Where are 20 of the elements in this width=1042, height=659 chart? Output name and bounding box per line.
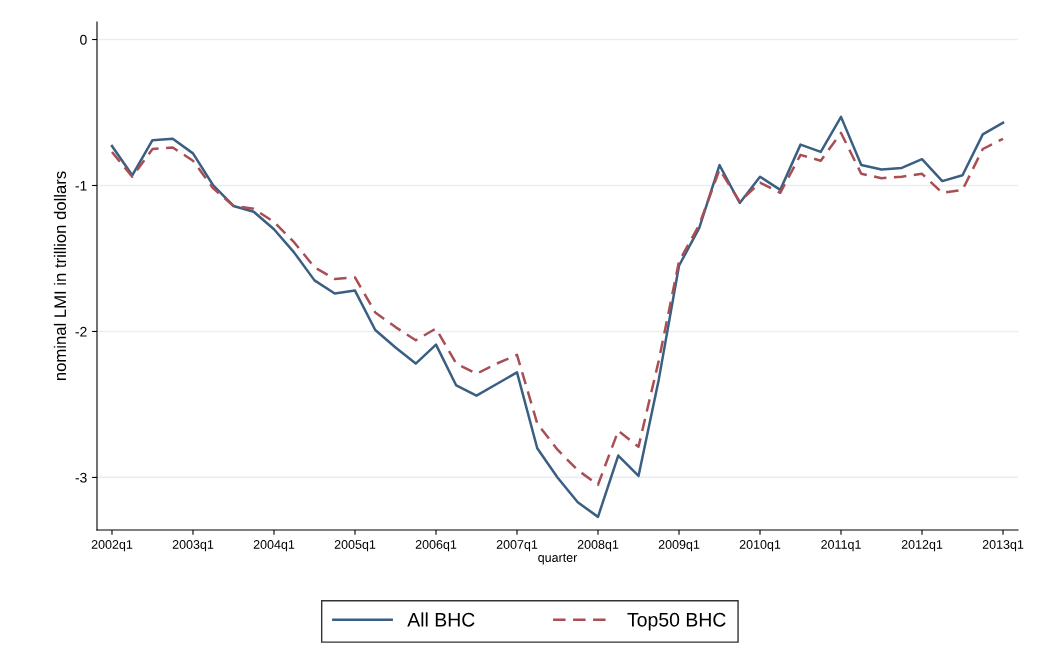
x-tick-label: 2010q1 (739, 540, 781, 552)
x-tick-label: 2008q1 (577, 540, 619, 552)
x-tick-label: 2004q1 (253, 540, 295, 552)
x-tick-label: 2011q1 (821, 540, 861, 552)
x-tick-label: 2013q1 (982, 540, 1024, 552)
y-axis-title: nominal LMI in trillion dollars (53, 171, 67, 381)
y-tick-label: -1 (75, 180, 87, 191)
y-tick-label: 0 (80, 34, 87, 45)
y-tick-label: -3 (75, 472, 87, 483)
x-tick-label: 2012q1 (901, 540, 943, 552)
x-tick-label: 2003q1 (172, 540, 214, 552)
legend-label: Top50 BHC (627, 612, 726, 631)
y-tick-label: -2 (75, 326, 87, 337)
x-tick-label: 2006q1 (415, 540, 457, 552)
x-tick-label: 2002q1 (91, 540, 133, 552)
x-axis-title: quarter (538, 553, 578, 565)
x-tick-label: 2009q1 (658, 540, 700, 552)
x-tick-label: 2007q1 (496, 540, 538, 552)
x-tick-label: 2005q1 (334, 540, 376, 552)
legend-label: All BHC (407, 612, 475, 627)
